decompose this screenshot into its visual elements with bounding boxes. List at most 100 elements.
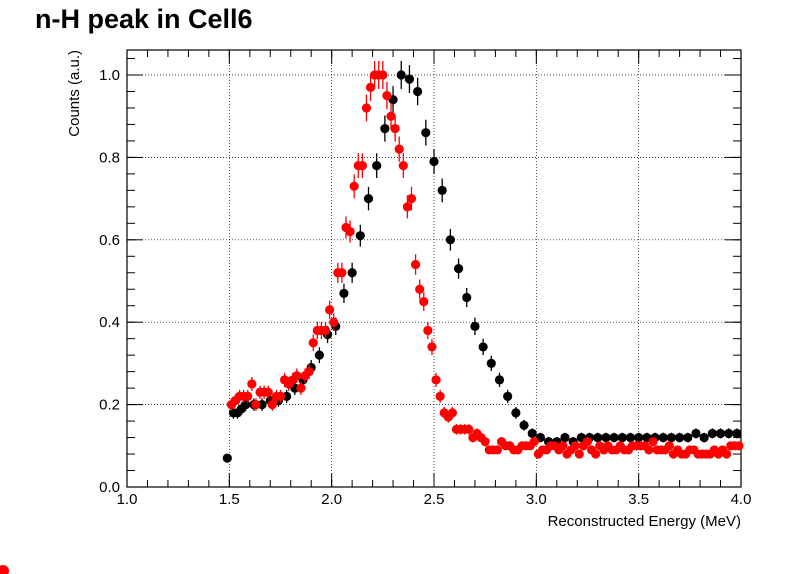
- data-point: [415, 284, 425, 294]
- data-point: [675, 432, 685, 443]
- data-point: [222, 453, 232, 463]
- data-point: [372, 161, 382, 171]
- data-point: [462, 292, 472, 303]
- data-point: [574, 449, 584, 459]
- data-point: [445, 235, 455, 245]
- data-point: [617, 432, 627, 443]
- data-point: [478, 342, 488, 352]
- data-point: [347, 268, 357, 278]
- y-tick-label: 0.2: [99, 397, 120, 414]
- data-point: [593, 432, 603, 443]
- data-point: [419, 297, 429, 307]
- data-point: [363, 194, 374, 204]
- data-point: [378, 70, 388, 80]
- data-point: [275, 391, 286, 401]
- chart-title: n-H peak in Cell6: [35, 4, 253, 34]
- data-point: [355, 231, 365, 241]
- data-point: [398, 161, 408, 171]
- data-point: [519, 420, 529, 430]
- data-point: [314, 350, 324, 360]
- data-point: [404, 74, 415, 84]
- data-point: [437, 185, 447, 195]
- x-tick-label: 2.0: [321, 491, 342, 508]
- data-point: [413, 86, 423, 97]
- data-point: [492, 445, 503, 455]
- data-point: [634, 432, 644, 443]
- x-tick-label: 4.0: [731, 491, 752, 508]
- data-point: [664, 441, 674, 451]
- data-point: [529, 437, 539, 447]
- corner-red-marker: [0, 565, 9, 574]
- data-point: [658, 432, 668, 443]
- data-point: [263, 387, 273, 397]
- data-point: [421, 128, 431, 138]
- data-point: [292, 371, 302, 381]
- data-series: [222, 61, 744, 463]
- data-point: [722, 449, 732, 459]
- data-point: [691, 428, 701, 439]
- y-tick-label: 0.8: [99, 149, 120, 166]
- data-point: [382, 91, 392, 101]
- series-1: [226, 61, 744, 459]
- data-point: [644, 445, 654, 455]
- data-point: [715, 428, 726, 439]
- data-point: [386, 111, 396, 121]
- y-tick-label: 0.0: [99, 479, 120, 496]
- data-point: [410, 259, 421, 270]
- y-tick-label: 0.6: [99, 232, 120, 249]
- plot-frame: [126, 49, 742, 488]
- data-point: [560, 432, 570, 443]
- data-point: [591, 449, 601, 459]
- data-point: [390, 123, 400, 134]
- data-point: [511, 408, 521, 418]
- y-tick-label: 0.4: [99, 314, 120, 331]
- x-tick-label: 2.5: [424, 491, 445, 508]
- data-point: [558, 441, 568, 451]
- data-point: [724, 428, 734, 439]
- data-point: [503, 391, 513, 401]
- data-point: [365, 82, 376, 92]
- data-point: [427, 342, 437, 352]
- data-point: [683, 432, 693, 443]
- data-point: [339, 288, 349, 298]
- data-point: [431, 375, 441, 385]
- data-point: [396, 70, 406, 80]
- y-tick-labels: 0.0 0.2 0.4 0.6 0.8 1.0: [99, 67, 120, 496]
- data-point: [304, 367, 314, 377]
- data-point: [582, 437, 593, 447]
- data-point: [337, 268, 347, 278]
- data-point: [325, 305, 335, 315]
- data-point: [320, 325, 331, 336]
- data-point: [435, 391, 445, 401]
- data-point: [423, 325, 433, 336]
- data-point: [699, 432, 709, 443]
- data-point: [349, 181, 359, 191]
- data-point: [243, 391, 253, 401]
- x-tick-labels: 1.0 1.5 2.0 2.5 3.0 3.5 4.0: [117, 491, 752, 508]
- data-point: [570, 441, 580, 451]
- data-point: [357, 161, 367, 171]
- data-point: [648, 437, 658, 447]
- data-point: [707, 428, 717, 439]
- data-point: [734, 441, 744, 451]
- y-tick-label: 1.0: [99, 67, 120, 84]
- data-point: [494, 375, 505, 385]
- y-axis-label: Counts (a.u.): [66, 50, 83, 137]
- x-tick-label: 1.5: [219, 491, 240, 508]
- data-point: [308, 338, 318, 348]
- data-point: [625, 432, 636, 443]
- data-point: [480, 437, 490, 447]
- x-tick-label: 1.0: [117, 491, 138, 508]
- data-point: [486, 358, 496, 368]
- data-point: [394, 144, 404, 154]
- data-point: [361, 103, 372, 113]
- data-point: [329, 317, 339, 327]
- data-point: [406, 194, 417, 204]
- data-point: [296, 383, 306, 393]
- x-axis-label: Reconstructed Energy (MeV): [548, 513, 741, 530]
- data-point: [732, 428, 742, 439]
- data-point: [251, 400, 261, 410]
- data-point: [402, 202, 412, 212]
